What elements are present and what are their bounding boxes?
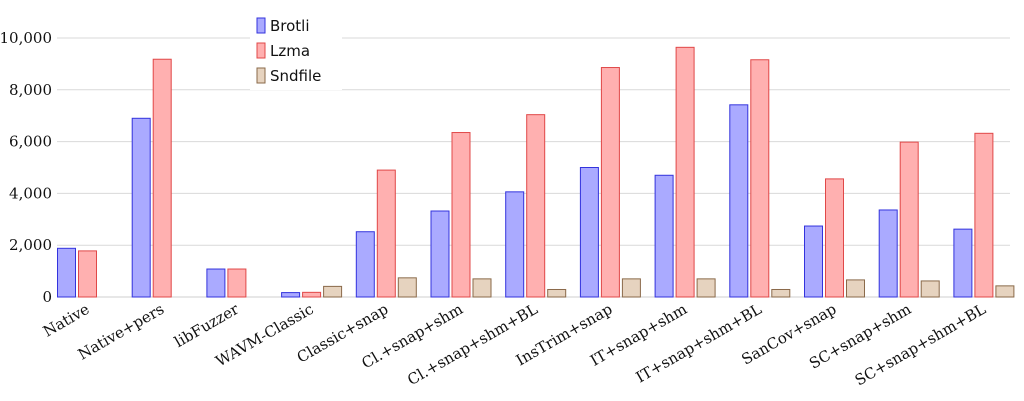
bar-lzma [675,46,695,298]
bar-lzma [152,58,172,298]
bar-lzma [750,59,770,298]
bar-brotli [953,228,973,298]
y-axis-ticks: 0 2,000 4,000 6,000 8,000 10,000 [0,29,52,306]
legend-label: Lzma [270,42,310,60]
bar-lzma [451,132,471,298]
bar-lzma [600,67,620,298]
bar-lzma [974,132,994,298]
bar-sndfile [995,285,1015,298]
legend: Brotli Lzma Sndfile [250,12,342,90]
y-tick-label: 10,000 [0,29,52,47]
bar-sndfile [397,277,417,298]
x-tick-label: Cl.+snap+shm+BL [404,300,541,389]
bar-lzma [302,291,322,298]
bar-lzma [78,250,97,298]
bar-brotli [131,117,151,298]
bar-lzma [227,268,247,298]
bar-brotli [729,104,749,298]
bar-brotli [505,191,525,298]
bar-sndfile [846,279,865,298]
bar-sndfile [920,280,940,298]
bar-brotli [804,225,823,298]
y-tick-label: 4,000 [9,184,52,202]
y-tick-label: 0 [42,288,52,306]
bar-sndfile [472,278,492,298]
legend-swatch-brotli [256,17,266,34]
bar-brotli [654,174,674,298]
legend-label: Brotli [270,17,310,35]
bar-lzma [526,114,546,298]
legend-label: Sndfile [270,67,321,85]
bar-sndfile [621,278,641,298]
bar-sndfile [696,278,716,298]
y-tick-label: 8,000 [9,81,52,99]
bar-brotli [206,268,226,298]
bar-sndfile [547,288,567,298]
bars [57,46,1015,298]
x-tick-label: SC+snap+shm+BL [852,300,989,390]
bar-brotli [430,210,450,298]
y-tick-label: 6,000 [9,133,52,151]
bar-brotli [57,247,76,298]
bar-lzma [825,178,844,298]
legend-swatch-sndfile [256,67,266,84]
bar-lzma [376,169,396,298]
bar-lzma [899,141,919,298]
bar-brotli [281,292,301,298]
bar-brotli [878,209,898,298]
bar-brotli [579,167,599,298]
x-tick-label: IT+snap+shm+BL [633,300,765,387]
legend-swatch-lzma [256,42,266,59]
bar-sndfile [771,288,791,298]
bar-brotli [355,231,375,298]
y-tick-label: 2,000 [9,236,52,254]
bar-sndfile [323,285,343,298]
